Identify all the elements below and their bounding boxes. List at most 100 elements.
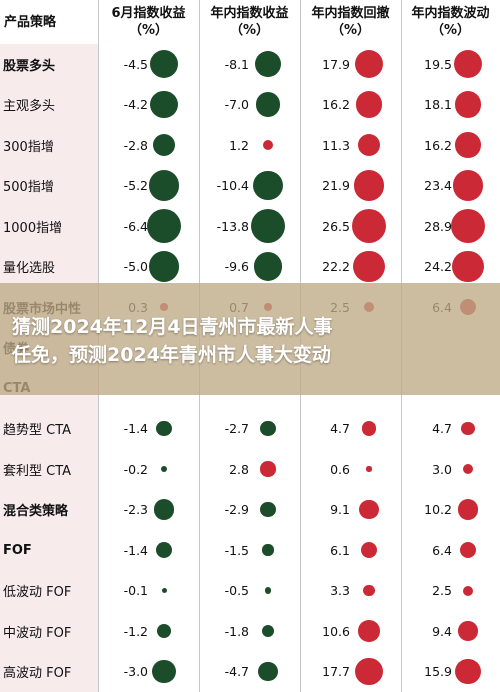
cell-value: 24.2 — [424, 259, 452, 274]
negative-value-dot — [253, 252, 283, 281]
cell-value: 3.0 — [432, 461, 452, 477]
cell-value: -0.2 — [123, 461, 148, 477]
cell-value: 1.2 — [229, 137, 249, 153]
cell-value: -2.9 — [224, 502, 249, 517]
negative-value-dot — [147, 209, 181, 243]
header-ytd-drawdown: 年内指数回撤 （%） — [300, 0, 401, 44]
table-row: 套利型 CTA -0.2 2.8 0.6 3.0 — [0, 449, 500, 489]
negative-value-dot — [260, 420, 276, 436]
positive-value-dot — [454, 91, 482, 118]
row-label: FOF — [3, 542, 32, 558]
negative-value-dot — [150, 90, 178, 119]
negative-value-dot — [258, 661, 278, 682]
cell-value: 6.4 — [432, 542, 452, 558]
positive-value-dot — [461, 421, 475, 436]
negative-value-dot — [148, 251, 180, 282]
cell-value: -5.0 — [123, 259, 148, 274]
negative-value-dot — [261, 624, 275, 638]
positive-value-dot — [353, 170, 385, 201]
cell-value: -9.6 — [224, 259, 249, 274]
row-label: 中波动 FOF — [3, 625, 72, 641]
cell-value: 22.2 — [322, 259, 350, 274]
headline-line-2: 任免，预测2024年青州市人事大变动 — [12, 344, 331, 366]
cell-value: 9.4 — [432, 623, 452, 639]
row-label: 混合类策略 — [3, 504, 69, 519]
positive-value-dot — [366, 466, 372, 472]
negative-value-dot — [254, 50, 282, 78]
cell-value: -13.8 — [216, 218, 249, 234]
negative-value-dot — [251, 209, 285, 243]
positive-value-dot — [355, 50, 383, 78]
negative-value-dot — [253, 170, 283, 201]
header-strategy: 产品策略 — [0, 0, 98, 44]
negative-value-dot — [152, 133, 176, 157]
headline-banner — [0, 283, 500, 395]
header-june-return-text: 6月指数收益 — [111, 6, 186, 21]
row-label: 量化选股 — [3, 261, 56, 276]
positive-value-dot — [458, 621, 478, 641]
cell-value: 17.7 — [322, 664, 350, 679]
positive-value-dot — [358, 620, 380, 642]
positive-value-dot — [262, 139, 273, 150]
positive-value-dot — [359, 499, 379, 520]
row-label: 套利型 CTA — [3, 463, 72, 479]
table-row: 主观多头 -4.2 -7.0 16.2 18.1 — [0, 85, 500, 125]
table-row: FOF -1.4 -1.5 6.1 6.4 — [0, 530, 500, 570]
negative-value-dot — [260, 501, 276, 518]
cell-value: 15.9 — [424, 664, 452, 679]
table-header: 产品策略 6月指数收益 （%） 年内指数收益 （%） 年内指数回撤 （%） 年内… — [0, 0, 500, 44]
cell-value: -10.4 — [216, 178, 249, 193]
row-label: 高波动 FOF — [3, 666, 72, 681]
cell-value: -4.2 — [123, 97, 148, 112]
cell-value: 4.7 — [432, 421, 452, 436]
table-row: 300指增 -2.8 1.2 11.3 16.2 — [0, 125, 500, 165]
cell-value: 9.1 — [330, 502, 350, 517]
row-label: 500指增 — [3, 180, 54, 195]
cell-value: -2.7 — [224, 421, 249, 436]
cell-value: 11.3 — [322, 137, 350, 153]
table-row: 中波动 FOF -1.2 -1.8 10.6 9.4 — [0, 611, 500, 651]
negative-value-dot — [262, 544, 274, 556]
positive-value-dot — [260, 461, 276, 477]
positive-value-dot — [361, 421, 377, 436]
cell-value: 0.6 — [330, 461, 350, 477]
header-ytd-drawdown-text: 年内指数回撤 — [311, 6, 390, 21]
positive-value-dot — [454, 50, 482, 78]
negative-value-dot — [149, 49, 179, 79]
cell-value: -4.5 — [123, 56, 148, 72]
header-june-return: 6月指数收益 （%） — [98, 0, 199, 44]
cell-value: -4.7 — [224, 664, 249, 679]
positive-value-dot — [353, 250, 385, 283]
header-ytd-return-text: 年内指数收益 — [210, 6, 289, 21]
header-ytd-return: 年内指数收益 （%） — [199, 0, 300, 44]
row-label: 股票多头 — [3, 58, 56, 74]
cell-value: 6.1 — [330, 542, 350, 558]
cell-value: 21.9 — [322, 178, 350, 193]
table-row: 高波动 FOF -3.0 -4.7 17.7 15.9 — [0, 652, 500, 692]
cell-value: -1.4 — [123, 421, 148, 436]
table-row: 趋势型 CTA -1.4 -2.7 4.7 4.7 — [0, 409, 500, 449]
cell-value: -0.1 — [123, 583, 148, 598]
positive-value-dot — [363, 584, 375, 597]
row-label: 低波动 FOF — [3, 585, 72, 600]
positive-value-dot — [455, 132, 481, 158]
header-ytd-volatility: 年内指数波动 （%） — [401, 0, 500, 44]
cell-value: 17.9 — [322, 56, 350, 72]
cell-value: -8.1 — [224, 56, 249, 72]
header-ytd-drawdown-unit: （%） — [330, 23, 371, 38]
cell-value: -2.3 — [123, 502, 148, 517]
header-ytd-volatility-unit: （%） — [430, 23, 471, 38]
negative-value-dot — [161, 588, 167, 593]
negative-value-dot — [156, 420, 172, 437]
positive-value-dot — [357, 133, 381, 157]
negative-value-dot — [152, 659, 176, 684]
table-row: 量化选股 -5.0 -9.6 22.2 24.2 — [0, 247, 500, 287]
positive-value-dot — [463, 585, 473, 596]
positive-value-dot — [455, 658, 481, 685]
cell-value: -3.0 — [123, 664, 148, 679]
table-row: 低波动 FOF -0.1 -0.5 3.3 2.5 — [0, 571, 500, 611]
row-label: 趋势型 CTA — [3, 423, 72, 438]
cell-value: -2.8 — [123, 137, 148, 153]
positive-value-dot — [355, 657, 383, 686]
cell-value: 18.1 — [424, 97, 452, 112]
